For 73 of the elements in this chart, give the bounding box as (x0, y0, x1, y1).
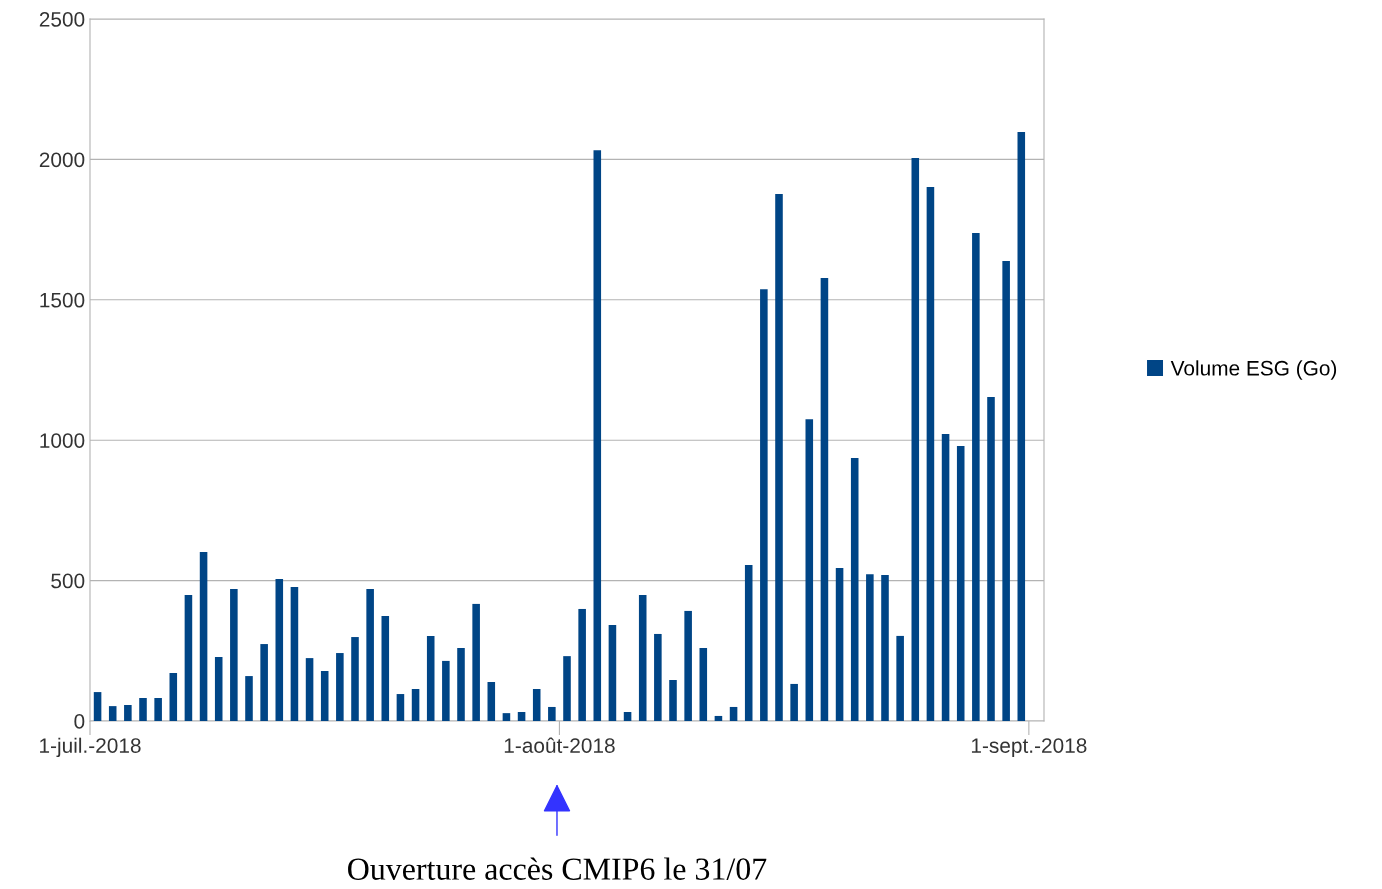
bar (472, 603, 480, 721)
bar (245, 676, 253, 721)
bar (457, 647, 465, 721)
bar (714, 715, 723, 721)
bar (290, 587, 299, 721)
bar (275, 578, 284, 721)
bar (169, 672, 178, 721)
bar (336, 653, 344, 721)
bar (775, 193, 783, 721)
bar (578, 608, 586, 721)
bar (351, 637, 359, 721)
legend-label: Volume ESG (Go) (1170, 360, 1337, 380)
bar (426, 635, 435, 721)
bar (502, 713, 511, 721)
bar (911, 158, 920, 721)
bar (987, 396, 995, 721)
bar (396, 694, 405, 721)
bar (442, 660, 450, 721)
bar (820, 277, 829, 721)
bar (214, 656, 223, 721)
x-tick-label: 1-sept.-2018 (971, 738, 1087, 758)
bar (896, 635, 904, 721)
y-tick-label: 500 (51, 573, 85, 589)
bar (744, 564, 753, 721)
bar (1002, 261, 1010, 721)
bar (532, 688, 541, 721)
bar (805, 419, 814, 721)
bar (305, 658, 314, 721)
bar (608, 624, 617, 721)
bar (835, 567, 844, 721)
bar (320, 671, 329, 721)
bar (760, 289, 768, 721)
bar (972, 232, 980, 721)
x-tick-label: 1-juil.-2018 (40, 737, 141, 758)
text: Ouverture accès CMIP6 le 31/07 (348, 857, 767, 880)
bar (638, 594, 647, 721)
bar (548, 706, 556, 721)
bar (790, 683, 798, 721)
bar (260, 644, 268, 721)
bar (139, 697, 147, 721)
y-tick-label: 0 (74, 714, 85, 729)
bar (669, 680, 677, 721)
bar (866, 574, 874, 721)
x-tick-label: 1-août-2018 (504, 737, 615, 753)
bar (199, 551, 208, 721)
bar (729, 706, 738, 721)
bar (654, 633, 662, 721)
bar (154, 697, 162, 721)
bar (1017, 131, 1026, 721)
bar (93, 692, 102, 721)
bar (230, 589, 238, 721)
y-tick-label: 1000 (40, 433, 85, 448)
bar (411, 688, 420, 721)
bar (381, 615, 390, 721)
bar (926, 186, 935, 721)
bar (881, 574, 889, 721)
bar (517, 712, 526, 721)
bar (184, 594, 193, 721)
bar (124, 704, 132, 721)
bar (850, 457, 859, 721)
bar (956, 446, 965, 721)
bar (699, 647, 708, 721)
bar (684, 610, 692, 721)
y-tick-label: 1500 (40, 292, 85, 308)
y-tick-label: 2500 (39, 12, 85, 27)
bar (593, 150, 602, 721)
bar (487, 681, 496, 721)
bar (366, 589, 374, 721)
bar (941, 434, 950, 721)
y-tick-label: 2000 (39, 152, 85, 168)
bar (563, 656, 571, 721)
bar (623, 712, 632, 721)
bar (108, 706, 117, 721)
